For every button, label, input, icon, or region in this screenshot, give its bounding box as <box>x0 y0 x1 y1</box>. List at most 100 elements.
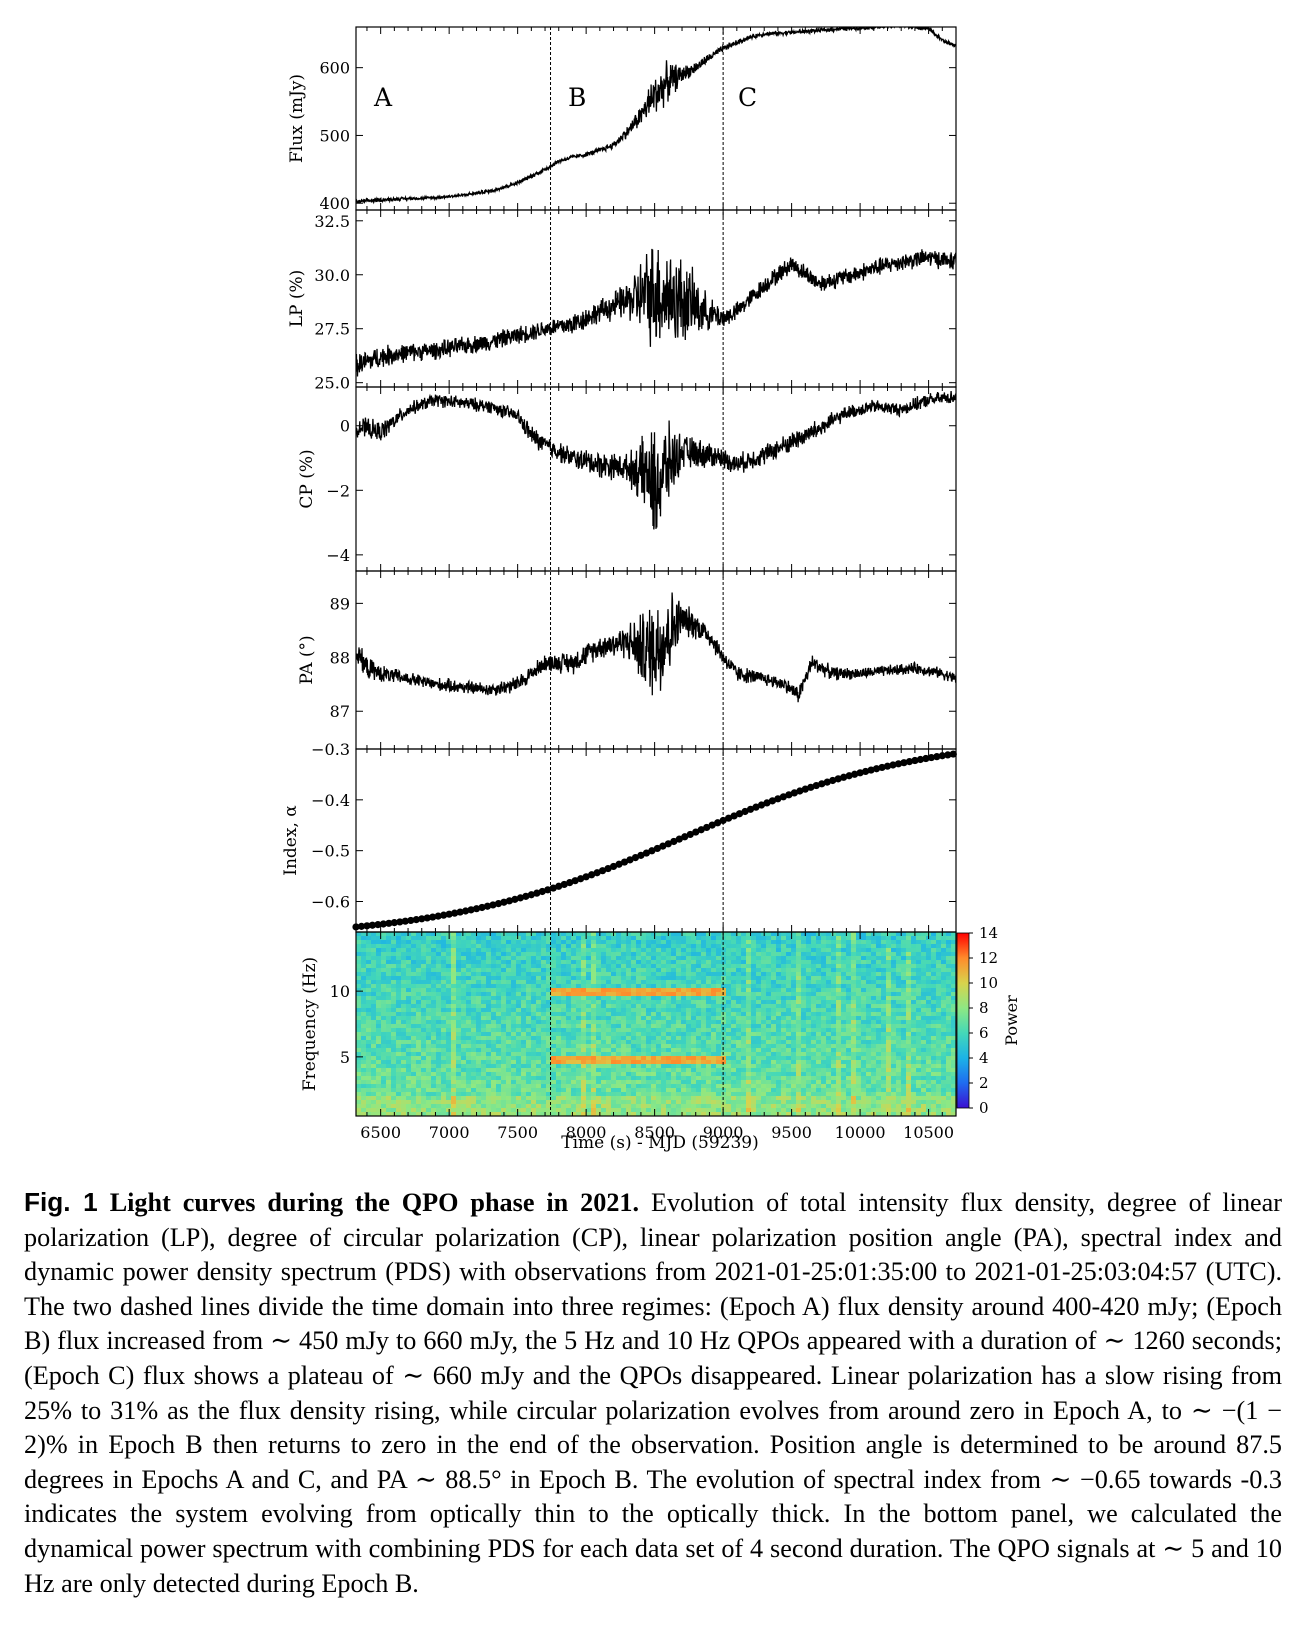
index-point <box>785 791 793 799</box>
caption-label: Fig. 1 <box>24 1187 98 1217</box>
index-point <box>609 862 618 871</box>
index-point <box>401 917 409 925</box>
y-axis-label: Frequency (Hz) <box>300 957 320 1091</box>
colorbar-tick-label: 8 <box>979 999 989 1017</box>
x-tick-marks <box>366 571 957 749</box>
cp-series-line <box>356 391 956 530</box>
index-point <box>834 775 842 783</box>
index-point <box>396 918 404 926</box>
colorbar-tick-label: 4 <box>979 1049 989 1067</box>
index-point <box>938 752 946 760</box>
index-point <box>560 880 568 889</box>
y-tick-label: 30.0 <box>314 266 350 285</box>
index-point <box>823 778 831 786</box>
index-point <box>746 805 755 813</box>
figure-caption: Fig. 1 Light curves during the QPO phase… <box>24 1185 1282 1601</box>
index-point <box>867 766 875 774</box>
x-axis-label: Time (s) - MJD (59239) <box>561 1133 759 1153</box>
index-point <box>878 763 886 772</box>
x-tick-marks <box>366 387 957 571</box>
colorbar-label: Power <box>1002 995 1021 1046</box>
colorbar <box>956 932 970 1109</box>
index-point <box>933 753 941 761</box>
x-tick-label: 7000 <box>429 1123 470 1142</box>
y-tick-label: 89 <box>330 594 350 613</box>
y-tick-label: −0.3 <box>311 740 350 759</box>
index-point <box>796 787 804 795</box>
x-tick-label: 6500 <box>360 1123 401 1142</box>
index-point <box>752 803 760 811</box>
index-point <box>505 897 514 905</box>
panel-lp: 25.0 27.5 30.0 32.5 LP (%) <box>287 209 957 393</box>
index-point <box>944 751 952 759</box>
y-axis-label: Flux (mJy) <box>287 74 307 163</box>
y-tick-label: −0.6 <box>311 893 350 912</box>
index-point <box>692 828 700 836</box>
y-tick-label: 88 <box>330 648 350 667</box>
index-point <box>900 759 908 767</box>
index-point <box>451 909 459 917</box>
panel-index: −0.6 −0.5 −0.4 −0.3 Index, α <box>281 740 957 933</box>
index-point <box>927 753 935 762</box>
caption-text: Evolution of total intensity flux densit… <box>24 1188 1289 1598</box>
panel-flux: 400 500 600 Flux (mJy) A B C <box>287 26 957 213</box>
y-tick-label: 500 <box>319 126 350 145</box>
index-point <box>604 864 612 873</box>
index-point <box>374 921 382 929</box>
y-tick-label: 600 <box>319 59 350 78</box>
y-tick-label: −4 <box>326 546 350 565</box>
index-point <box>577 875 585 883</box>
x-tick-label: 8500 <box>634 1123 675 1142</box>
index-point <box>681 833 689 841</box>
colorbar-tick-label: 6 <box>979 1024 989 1042</box>
x-tick-label: 10000 <box>835 1123 886 1142</box>
index-point <box>566 878 574 887</box>
pa-series-line <box>356 592 956 703</box>
index-point <box>500 898 508 906</box>
colorbar-tick-label: 14 <box>979 924 998 942</box>
index-point <box>845 772 853 780</box>
index-point <box>445 910 453 918</box>
index-point <box>818 780 826 788</box>
index-point <box>379 920 387 928</box>
index-point <box>725 814 733 822</box>
y-tick-label: 25.0 <box>314 374 350 393</box>
index-point <box>555 882 563 890</box>
index-point <box>812 781 820 790</box>
index-point <box>593 869 601 877</box>
index-point <box>697 826 705 834</box>
index-point <box>675 835 683 843</box>
panel-cp: −4 −2 0 CP (%) <box>297 386 957 572</box>
y-axis-label: CP (%) <box>297 449 317 508</box>
panel-pa: 87 88 89 PA (°) <box>297 570 957 750</box>
index-point <box>390 919 398 927</box>
index-point <box>363 922 371 930</box>
colorbar-tick-label: 0 <box>979 1099 989 1117</box>
index-point <box>790 789 798 797</box>
index-point <box>741 807 749 816</box>
x-tick-marks <box>366 210 957 387</box>
y-tick-label: −0.4 <box>311 791 350 810</box>
index-point <box>626 856 634 864</box>
index-point <box>489 901 497 909</box>
index-point <box>440 911 448 919</box>
index-point <box>461 907 470 915</box>
colorbar-tick-label: 10 <box>979 974 998 992</box>
index-point <box>840 773 848 781</box>
index-point <box>730 812 738 820</box>
index-point <box>829 776 837 785</box>
index-point <box>703 823 711 832</box>
index-point <box>714 819 722 827</box>
pds-heatmap-cells <box>356 932 956 1116</box>
index-point <box>949 750 957 758</box>
index-point <box>653 844 661 853</box>
x-tick-marks <box>366 932 957 1116</box>
colorbar-tick-label: 2 <box>979 1074 989 1092</box>
index-point <box>483 902 492 910</box>
index-point <box>598 867 607 875</box>
index-point <box>467 906 475 914</box>
index-point <box>571 877 579 885</box>
index-point <box>757 801 766 809</box>
index-point <box>905 757 914 766</box>
